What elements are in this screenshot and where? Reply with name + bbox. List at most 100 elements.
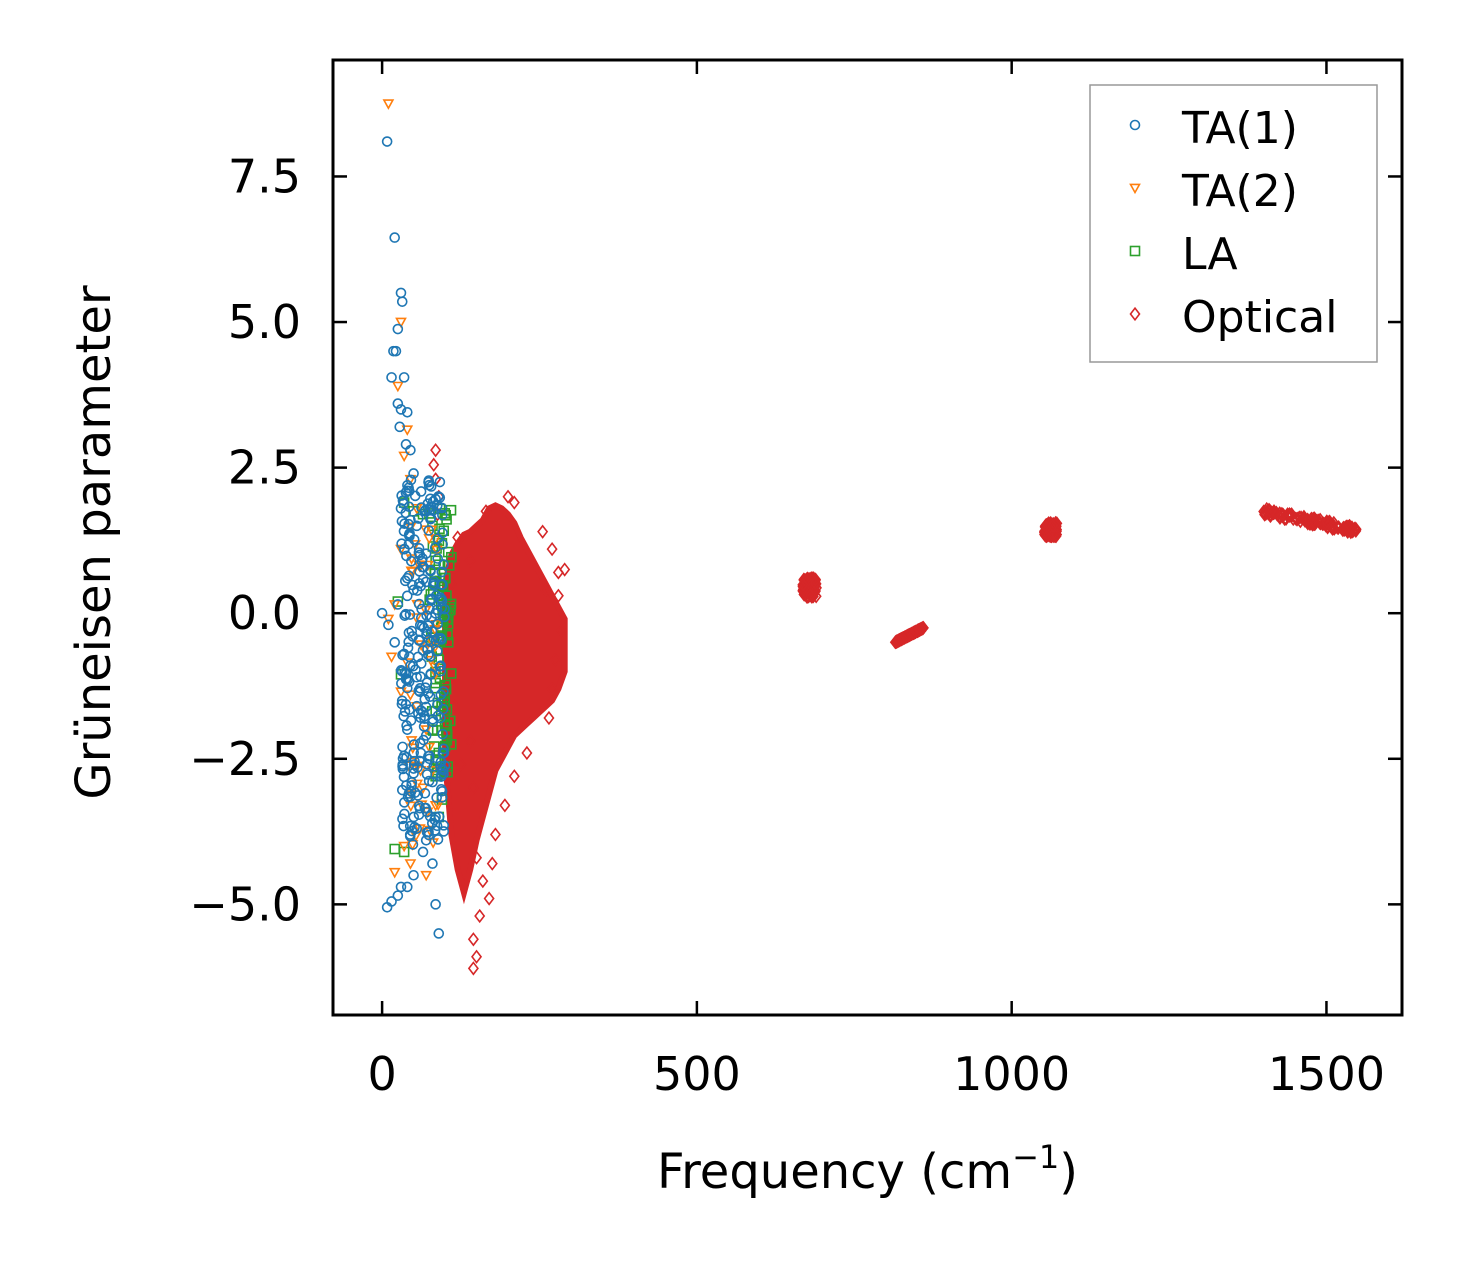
optical-point	[546, 541, 558, 557]
la-point	[439, 508, 451, 519]
ta1-point	[413, 800, 425, 812]
ta1-point	[405, 444, 416, 456]
optical-point	[471, 850, 483, 865]
optical-point	[455, 757, 467, 772]
ta2-point	[382, 99, 395, 110]
ta1-point	[414, 578, 425, 589]
ta1-point	[402, 642, 414, 654]
ta2-point	[410, 613, 423, 624]
ta1-point	[434, 661, 446, 672]
ta2-point	[401, 425, 414, 436]
optical-point	[508, 495, 520, 510]
ta1-point	[408, 468, 419, 479]
ta1-point	[402, 479, 413, 491]
ta1-point	[398, 710, 409, 722]
ta2-point	[411, 779, 424, 791]
ta1-point	[421, 769, 433, 780]
ta1-point	[417, 645, 429, 656]
optical-point	[1276, 506, 1288, 522]
legend-marker-optical	[1129, 306, 1141, 322]
ta1-point	[427, 858, 438, 869]
ta2-point	[385, 652, 398, 664]
ta1-point	[401, 407, 413, 418]
ta1-point	[423, 750, 434, 762]
ta1-point	[401, 550, 412, 562]
x-axis-label-main: Frequency (cm	[657, 1144, 1012, 1200]
optical-point	[1321, 514, 1333, 529]
ta1-point	[422, 498, 434, 509]
ta1-point	[432, 553, 443, 564]
ta1-point	[398, 820, 409, 832]
ta1-point	[400, 507, 412, 519]
ta1-point	[432, 618, 443, 630]
ta1-point	[397, 495, 409, 506]
ta1-point	[419, 787, 431, 799]
y-tick-label: −5.0	[189, 877, 301, 931]
optical-point	[428, 457, 440, 472]
optical-point	[467, 780, 479, 796]
ta1-point	[399, 706, 411, 717]
ta1-point	[423, 525, 435, 536]
ta1-point	[432, 710, 444, 722]
ta1-point	[376, 607, 388, 619]
ta1-point	[413, 513, 424, 524]
legend-label: LA	[1182, 229, 1238, 280]
ta2-point	[405, 736, 418, 747]
ta1-point	[431, 792, 442, 803]
optical-point	[537, 524, 549, 539]
optical-point	[464, 553, 476, 568]
optical-point	[552, 588, 564, 603]
ta1-point	[435, 665, 447, 677]
ta1-point	[397, 753, 409, 764]
ta1-point	[426, 626, 438, 637]
ta1-point	[434, 476, 446, 488]
optical-point	[1350, 523, 1362, 539]
ta1-point	[404, 609, 416, 620]
ta1-point	[396, 296, 408, 307]
ta1-point	[411, 700, 423, 712]
optical-point	[1050, 527, 1062, 542]
ta1-point	[407, 839, 419, 850]
legend-label: TA(2)	[1181, 166, 1298, 217]
ta1-point	[413, 635, 425, 646]
ta1-point	[401, 720, 412, 731]
ta1-point	[419, 802, 431, 814]
ta1-point	[401, 881, 413, 893]
optical-point	[430, 442, 442, 458]
ta2-point	[420, 725, 433, 736]
ta1-point	[420, 682, 431, 693]
ta2-point	[423, 742, 436, 754]
ta1-point	[436, 786, 448, 797]
ta1-point	[435, 760, 446, 772]
legend: TA(1) TA(2) LA Optical	[1089, 84, 1378, 363]
optical-point	[1047, 518, 1059, 533]
ta1-point	[399, 543, 410, 555]
ta1-point	[439, 611, 450, 623]
ta1-point	[432, 645, 443, 657]
ta1-point	[432, 632, 444, 644]
optical-point	[1309, 516, 1321, 531]
ta1-point	[432, 500, 443, 511]
ta1-point	[439, 603, 450, 615]
ta1-point	[413, 598, 425, 610]
optical-point	[809, 575, 821, 591]
ta1-point	[401, 724, 413, 735]
ta1-point	[418, 734, 429, 746]
ta2-point	[398, 451, 411, 463]
optical-point	[467, 961, 479, 976]
ta1-point	[389, 232, 400, 243]
ta1-point	[403, 518, 414, 530]
ta1-point	[432, 834, 444, 845]
ta1-point	[425, 565, 436, 577]
ta1-point	[401, 590, 413, 602]
ta1-point	[425, 513, 436, 525]
optical-point	[1338, 522, 1350, 537]
ta1-point	[392, 323, 404, 335]
ta1-point	[417, 553, 428, 564]
y-tick-label: 2.5	[228, 441, 301, 495]
ta1-point	[397, 741, 408, 753]
ta1-point	[386, 372, 397, 383]
ta1-point	[403, 627, 415, 639]
ta1-point	[392, 398, 404, 409]
optical-point	[559, 562, 571, 577]
